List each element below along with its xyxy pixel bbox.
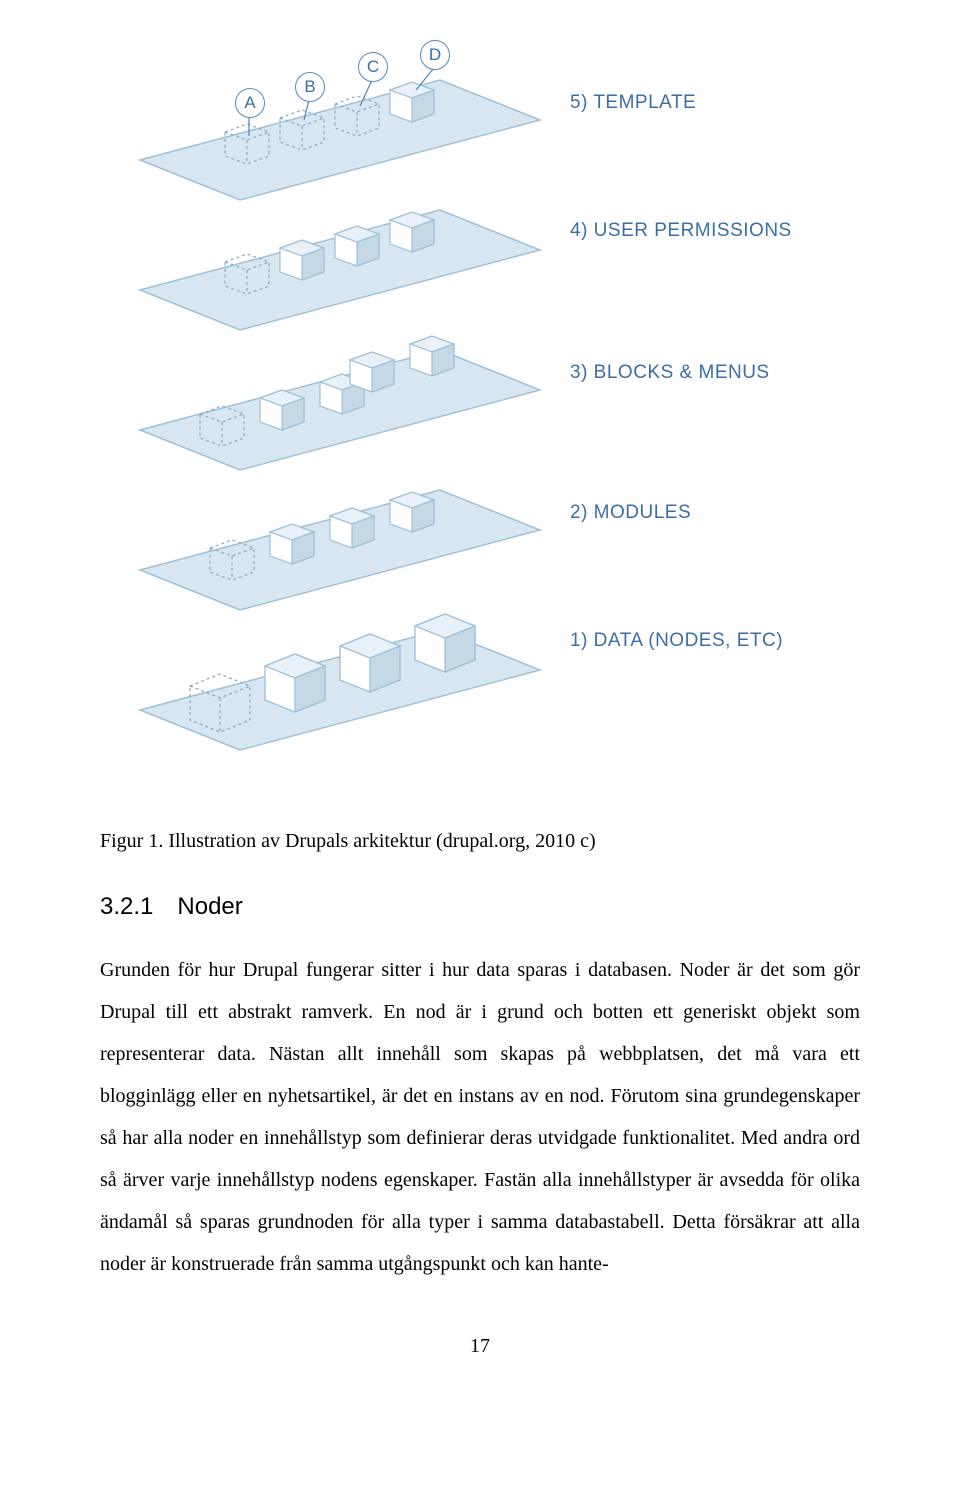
node-circle-a: A: [235, 88, 265, 118]
layer-label-3: 3) BLOCKS & MENUS: [570, 362, 770, 384]
body-paragraph: Grunden för hur Drupal fungerar sitter i…: [100, 949, 860, 1285]
node-letter: A: [244, 93, 255, 113]
node-letter: C: [367, 57, 379, 77]
layer-label-5: 5) TEMPLATE: [570, 92, 696, 114]
node-circle-b: B: [295, 72, 325, 102]
document-page: A B C D 5) TEMPLATE 4) USER PERMISSIONS …: [0, 0, 960, 1398]
architecture-diagram: A B C D 5) TEMPLATE 4) USER PERMISSIONS …: [100, 40, 800, 800]
section-number: 3.2.1: [100, 893, 153, 921]
node-letter: D: [429, 45, 441, 65]
page-number: 17: [100, 1335, 860, 1358]
node-circle-c: C: [358, 52, 388, 82]
section-title: Noder: [177, 893, 242, 920]
node-circle-d: D: [420, 40, 450, 70]
section-heading: 3.2.1 Noder: [100, 893, 860, 921]
figure-caption: Figur 1. Illustration av Drupals arkitek…: [100, 830, 860, 853]
node-letter: B: [304, 77, 315, 97]
layer-label-4: 4) USER PERMISSIONS: [570, 220, 792, 242]
diagram-svg: [100, 40, 800, 800]
layer-label-1: 1) DATA (NODES, ETC): [570, 630, 783, 652]
layer-label-2: 2) MODULES: [570, 502, 691, 524]
